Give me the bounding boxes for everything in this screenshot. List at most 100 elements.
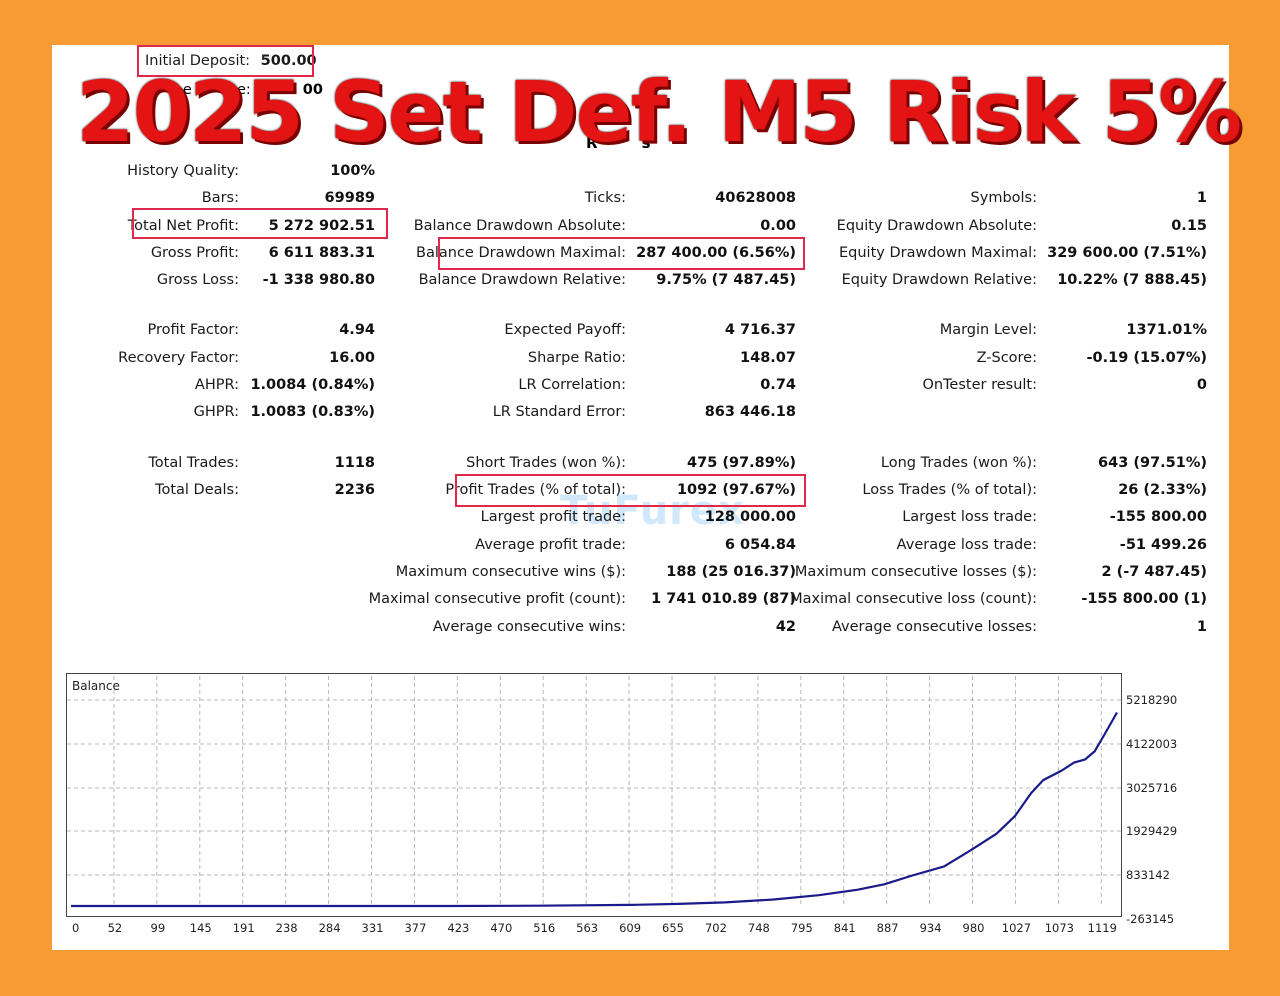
x-tick-label: 748 (748, 921, 770, 935)
x-tick-label: 609 (619, 921, 641, 935)
x-tick-label: 331 (362, 921, 384, 935)
initial-deposit-label: Initial Deposit: (145, 53, 251, 69)
results-partial-1: R (586, 134, 598, 152)
stat-col2-value: 6 054.84 (724, 537, 796, 553)
stat-col3-label: Symbols: (970, 190, 1037, 206)
balance-chart-svg: 0 52 99 145 191 238 284 331 377 423 470 516 563 609 65… (67, 676, 1177, 935)
stat-col2-label: Balance Drawdown Absolute: (413, 218, 626, 234)
x-tick-label: 655 (662, 921, 684, 935)
x-tick-label: 423 (447, 921, 469, 935)
chart-title: Balance (72, 679, 120, 693)
y-tick-label: 4122003 (1126, 737, 1177, 751)
x-tick-label: 980 (963, 921, 985, 935)
stat-col3-value: 10.22% (7 888.45) (1057, 272, 1207, 288)
stat-col1-value: 1118 (334, 455, 375, 471)
x-tick-label: 238 (276, 921, 298, 935)
stat-col3-value: 0.15 (1171, 218, 1207, 234)
stat-col2-value: 1092 (97.67%) (676, 482, 796, 498)
leverage-label-partial: Le (175, 82, 192, 98)
initial-deposit-value: 500.00 (260, 53, 317, 69)
x-tick-label: 191 (233, 921, 255, 935)
x-tick-label: 1073 (1045, 921, 1074, 935)
stat-col2-label: Sharpe Ratio: (527, 350, 626, 366)
stat-col1-label: Gross Loss: (156, 272, 239, 288)
stat-col1-label: Total Trades: (148, 455, 239, 471)
stat-col3-value: -155 800.00 (1) (1081, 591, 1207, 607)
watermark: TuFurex (560, 488, 745, 534)
stat-col2-value: 863 446.18 (704, 404, 796, 420)
stat-col3-value: 1 (1196, 619, 1207, 635)
stat-col3-value: 1 (1196, 190, 1207, 206)
stat-col2-value: 475 (97.89%) (687, 455, 796, 471)
x-tick-label: 470 (490, 921, 512, 935)
balance-chart: 0 52 99 145 191 238 284 331 377 423 470 516 563 609 65… (66, 673, 1177, 935)
stat-col3-value: 643 (97.51%) (1098, 455, 1207, 471)
x-tick-label: 516 (533, 921, 555, 935)
stat-col3-value: -155 800.00 (1109, 509, 1207, 525)
leverage-partial: Le ge: 1:1 00 (175, 82, 323, 98)
stat-col1-value: 4.94 (339, 322, 375, 338)
stat-col2-value: 128 000.00 (704, 509, 796, 525)
stat-col1-label: Recovery Factor: (118, 350, 239, 366)
stat-col2-label: Short Trades (won %): (466, 455, 626, 471)
stat-col1-label: Total Net Profit: (127, 218, 239, 234)
stat-col2-value: 148.07 (740, 350, 796, 366)
balance-line (71, 711, 1118, 908)
x-tick-label: 0 (72, 921, 79, 935)
x-tick-label: 99 (151, 921, 166, 935)
x-tick-label: 934 (920, 921, 942, 935)
x-tick-label: 795 (791, 921, 813, 935)
stat-col2-label: Balance Drawdown Maximal: (416, 245, 626, 261)
y-tick-label: 3025716 (1126, 781, 1177, 795)
leverage-label-partial2: ge: (227, 82, 251, 98)
stat-col2-value: 40628008 (715, 190, 796, 206)
stat-col3-label: Largest loss trade: (902, 509, 1037, 525)
stat-col1-value: 69989 (324, 190, 375, 206)
initial-deposit: Initial Deposit: 500.00 (145, 53, 317, 69)
stat-col1-value: 6 611 883.31 (268, 245, 375, 261)
highlight-profit-trades (455, 474, 806, 507)
x-tick-label: 145 (190, 921, 212, 935)
stat-col1-label: Bars: (201, 190, 239, 206)
stat-col2-label: Balance Drawdown Relative: (418, 272, 626, 288)
stat-col1-label: GHPR: (193, 404, 239, 420)
leverage-value-partial: 1:1 (264, 82, 291, 98)
stat-col1-label: History Quality: (127, 163, 239, 179)
stat-col3-label: Long Trades (won %): (880, 455, 1037, 471)
stat-col1-label: Total Deals: (155, 482, 239, 498)
stat-col3-value: 26 (2.33%) (1118, 482, 1207, 498)
stat-col3-value: -0.19 (15.07%) (1086, 350, 1208, 366)
page-title: 2025 Set Def. M5 Risk 5% (76, 63, 1242, 161)
stat-col2-label: Average consecutive wins: (432, 619, 626, 635)
x-tick-label: 1119 (1088, 921, 1117, 935)
stat-col3-label: Z-Score: (976, 350, 1037, 366)
stat-col1-value: 100% (330, 163, 375, 179)
stat-col3-label: Average loss trade: (896, 537, 1037, 553)
stat-col2-label: Profit Trades (% of total): (445, 482, 626, 498)
stat-col1-value: 16.00 (329, 350, 375, 366)
results-partial-2: s (641, 134, 651, 152)
x-tick-label: 702 (705, 921, 727, 935)
stat-col3-label: Equity Drawdown Maximal: (839, 245, 1037, 261)
highlight-total-net-profit (132, 208, 388, 239)
stat-col2-value: 0.00 (760, 218, 796, 234)
stat-col3-label: Maximum consecutive losses ($): (794, 564, 1037, 580)
stat-col2-value: 1 741 010.89 (87) (651, 591, 796, 607)
stat-col2-value: 188 (25 016.37) (666, 564, 796, 580)
stat-col3-label: Equity Drawdown Relative: (841, 272, 1037, 288)
y-tick-label: 833142 (1126, 868, 1170, 882)
highlight-balance-drawdown-maximal (438, 237, 805, 270)
highlight-initial-deposit (137, 45, 314, 77)
stat-col3-label: Margin Level: (939, 322, 1037, 338)
stat-col3-value: 329 600.00 (7.51%) (1047, 245, 1207, 261)
y-tick-label: -263145 (1126, 912, 1174, 926)
stat-col1-label: Profit Factor: (147, 322, 239, 338)
y-tick-label: 5218290 (1126, 693, 1177, 707)
stat-col3-label: Equity Drawdown Absolute: (836, 218, 1037, 234)
stat-col2-label: Average profit trade: (475, 537, 626, 553)
stat-col2-label: Ticks: (584, 190, 626, 206)
stat-col3-value: -51 499.26 (1119, 537, 1207, 553)
stat-col2-label: Maximum consecutive wins ($): (395, 564, 626, 580)
stat-col2-value: 287 400.00 (6.56%) (636, 245, 796, 261)
